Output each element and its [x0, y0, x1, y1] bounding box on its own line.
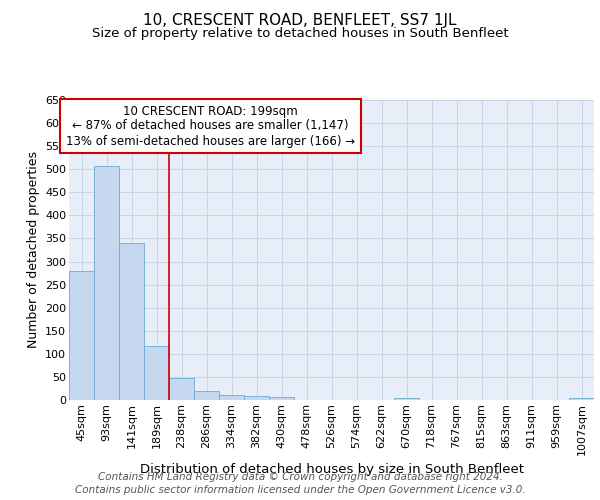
Bar [169, 378, 194, 400]
Bar [144, 346, 169, 400]
Bar [69, 271, 94, 400]
Bar [119, 243, 144, 400]
Bar [94, 166, 119, 400]
Y-axis label: Number of detached properties: Number of detached properties [26, 152, 40, 348]
Bar [219, 395, 244, 400]
Bar [244, 396, 269, 400]
Bar [569, 398, 594, 400]
X-axis label: Distribution of detached houses by size in South Benfleet: Distribution of detached houses by size … [139, 463, 523, 476]
Text: 10 CRESCENT ROAD: 199sqm
← 87% of detached houses are smaller (1,147)
13% of sem: 10 CRESCENT ROAD: 199sqm ← 87% of detach… [66, 104, 355, 148]
Bar [194, 391, 219, 400]
Bar [269, 397, 294, 400]
Text: Contains HM Land Registry data © Crown copyright and database right 2024.
Contai: Contains HM Land Registry data © Crown c… [74, 472, 526, 495]
Bar [394, 398, 419, 400]
Text: 10, CRESCENT ROAD, BENFLEET, SS7 1JL: 10, CRESCENT ROAD, BENFLEET, SS7 1JL [143, 12, 457, 28]
Text: Size of property relative to detached houses in South Benfleet: Size of property relative to detached ho… [92, 28, 508, 40]
